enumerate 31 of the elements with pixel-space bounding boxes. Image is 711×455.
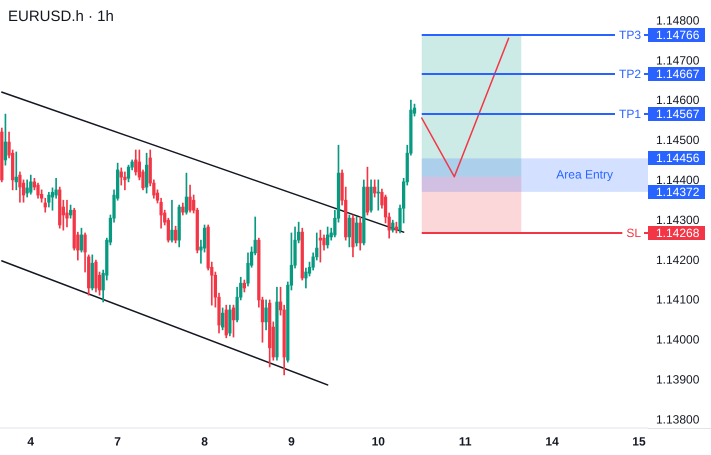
x-tick-label: 10 <box>372 434 386 449</box>
ref-line-label: TP1 <box>618 106 642 121</box>
y-tick-label: 1.14700 <box>656 53 700 68</box>
text: 1.14268 <box>656 226 700 240</box>
y-tick-label: 1.14500 <box>656 133 700 148</box>
x-tick-label: 14 <box>545 434 560 449</box>
text: 1.14456 <box>656 150 700 165</box>
ref-line-label: TP3 <box>618 28 642 42</box>
y-tick-label: 1.14800 <box>656 13 700 28</box>
text: 1.14766 <box>656 28 700 42</box>
ref-line-label: TP2 <box>618 66 642 81</box>
x-tick-label: 8 <box>201 434 208 449</box>
x-tick-label: 9 <box>288 434 296 449</box>
x-tick-label: 4 <box>27 434 34 449</box>
ref-line-label: SL <box>626 226 642 240</box>
text: 1.14667 <box>656 66 700 81</box>
y-tick-label: 1.14400 <box>656 173 700 188</box>
y-tick-label: 1.14100 <box>656 292 700 307</box>
y-tick-label: 1.14600 <box>656 93 700 108</box>
band-label: Area Entry <box>556 167 613 182</box>
x-tick-label: 11 <box>458 434 472 449</box>
x-tick-label: 15 <box>632 434 646 449</box>
y-tick-label: 1.14300 <box>656 212 700 227</box>
y-tick-label: 1.13900 <box>656 372 700 386</box>
text: 1.14372 <box>656 184 700 199</box>
text: 1.14567 <box>656 106 700 121</box>
x-tick-label: 7 <box>114 434 122 449</box>
y-tick-label: 1.14000 <box>656 332 700 347</box>
y-tick-label: 1.14200 <box>656 252 700 267</box>
text: EURUSD.h · 1h <box>8 8 114 26</box>
y-tick-label: 1.13800 <box>656 412 700 426</box>
